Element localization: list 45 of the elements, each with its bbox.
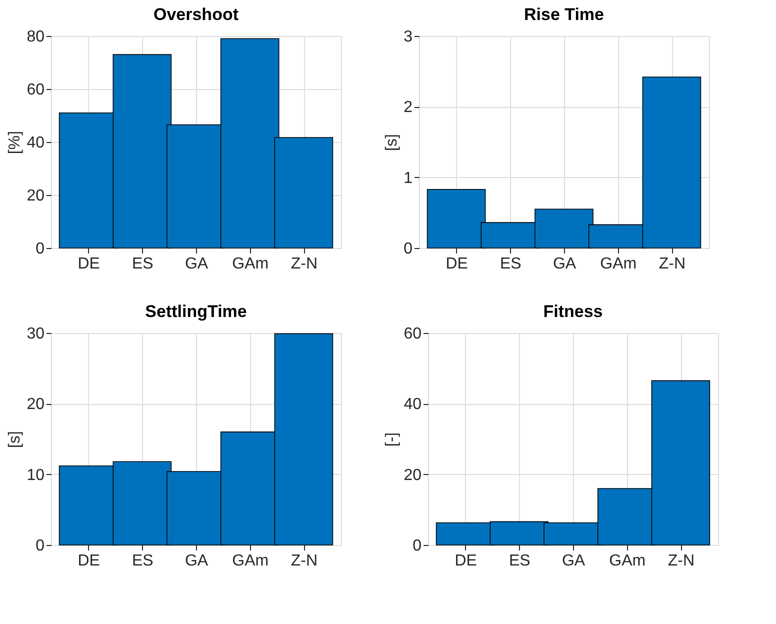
- y-axis-title: [s]: [6, 431, 24, 448]
- y-tick-label: 40: [404, 396, 422, 414]
- y-tick-label: 0: [36, 538, 45, 554]
- x-tick-label: DE: [78, 256, 100, 272]
- chart-title: Rise Time: [524, 5, 604, 24]
- x-tick-label: Z-N: [658, 256, 686, 272]
- x-tick-label: Z-N: [290, 256, 318, 272]
- y-tick-label: 60: [26, 82, 45, 98]
- y-tick-label: 1: [404, 170, 413, 187]
- x-tick-label: ES: [132, 256, 154, 272]
- x-tick-label: Z-N: [668, 552, 695, 570]
- y-axis-title: [-]: [384, 432, 401, 447]
- x-tick-label: GA: [552, 256, 576, 272]
- y-tick-label: 40: [26, 134, 45, 152]
- x-tick-label: GAm: [609, 552, 646, 570]
- y-tick-label: 60: [404, 326, 422, 342]
- y-tick-label: 0: [404, 240, 413, 258]
- x-tick-label: DE: [446, 256, 468, 272]
- y-tick-label: 20: [404, 466, 422, 484]
- y-tick-label: 20: [26, 396, 45, 414]
- x-tick-label: GAm: [232, 256, 269, 272]
- y-tick-label: 30: [26, 326, 45, 342]
- x-tick-label: GAm: [600, 256, 637, 272]
- x-tick-label: Z-N: [290, 552, 318, 570]
- x-tick-label: GA: [184, 552, 208, 570]
- x-tick-label: DE: [78, 552, 100, 570]
- x-tick-label: ES: [500, 256, 522, 272]
- y-axis-title: [%]: [6, 130, 24, 154]
- y-tick-label: 0: [412, 538, 422, 554]
- chart-title: SettlingTime: [145, 302, 247, 321]
- x-tick-label: GA: [184, 256, 208, 272]
- y-tick-label: 0: [36, 240, 45, 258]
- x-tick-label: DE: [454, 552, 477, 570]
- y-axis-title: [s]: [384, 134, 401, 151]
- x-tick-label: GA: [562, 552, 586, 570]
- x-tick-label: ES: [132, 552, 154, 570]
- x-tick-label: ES: [508, 552, 530, 570]
- y-tick-label: 10: [26, 466, 45, 484]
- x-tick-label: GAm: [232, 552, 269, 570]
- y-tick-label: 2: [404, 99, 413, 116]
- chart-title: Fitness: [543, 302, 603, 321]
- y-tick-label: 20: [26, 188, 45, 204]
- y-tick-label: 80: [26, 28, 45, 46]
- y-tick-label: 3: [404, 28, 413, 46]
- chart-title: Overshoot: [153, 5, 239, 24]
